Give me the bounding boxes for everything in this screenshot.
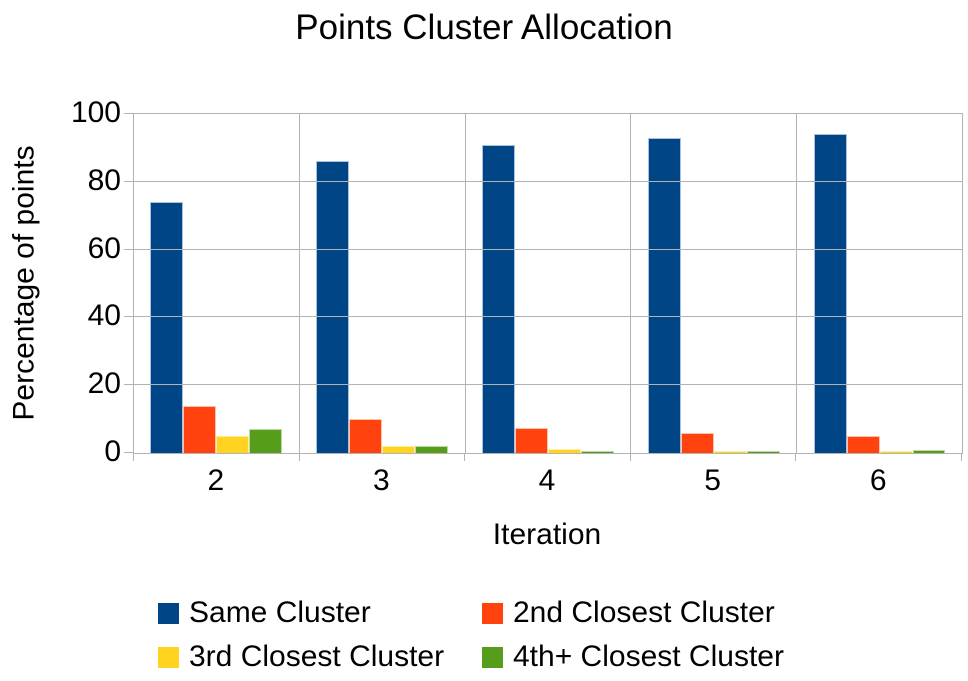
bar-group-5 [631,114,798,453]
bar-3rd-closest-cluster-iter-6 [879,451,913,453]
bar-same-cluster-iter-2 [150,202,184,453]
legend-label-3rd-closest-cluster: 3rd Closest Cluster [189,640,445,673]
y-tick-mark-20 [124,384,133,385]
y-tick-label-20: 20 [87,367,121,401]
x-tick-mark-0 [133,453,134,461]
bar-4th-closest-cluster-iter-4 [580,450,614,453]
bar-2nd-closest-cluster-iter-2 [183,405,217,453]
x-tick-mark-1 [299,453,300,461]
bar-same-cluster-iter-5 [647,137,681,453]
bar-3rd-closest-cluster-iter-5 [713,450,747,453]
bar-same-cluster-iter-3 [316,161,350,453]
x-tick-label-5: 5 [704,464,721,497]
y-tick-mark-60 [124,249,133,250]
y-tick-mark-0 [124,452,133,453]
bar-same-cluster-iter-6 [813,134,847,453]
y-tick-mark-100 [124,113,133,114]
legend-swatch-same-cluster [158,602,179,624]
legend-label-2nd-closest-cluster: 2nd Closest Cluster [513,596,775,629]
y-tick-mark-40 [124,316,133,317]
x-tick-label-3: 3 [373,464,390,497]
gridline-y-20 [134,384,962,386]
bar-group-3 [300,114,466,453]
x-tick-mark-5 [961,453,962,461]
chart-title: Points Cluster Allocation [295,8,673,47]
bar-2nd-closest-cluster-iter-3 [349,419,383,453]
legend-swatch-3rd-closest-cluster [158,646,179,668]
bar-2nd-closest-cluster-iter-6 [846,436,880,453]
bar-group-2 [134,114,300,453]
x-tick-mark-2 [464,453,465,461]
bar-4th-closest-cluster-iter-6 [912,450,946,453]
bar-3rd-closest-cluster-iter-4 [547,448,581,453]
gridline-y-60 [134,248,962,250]
legend-swatch-4th-closest-cluster [482,646,503,668]
y-tick-mark-80 [124,181,133,182]
legend: Same Cluster 2nd Closest Cluster 3rd Close… [158,596,784,674]
legend-item-2nd-closest-cluster: 2nd Closest Cluster [482,596,784,630]
bar-group-4 [466,114,632,453]
y-tick-label-80: 80 [87,163,121,197]
bar-group-6 [797,114,962,453]
x-tick-label-2: 2 [207,464,225,497]
legend-item-same-cluster: Same Cluster [158,596,482,630]
x-axis-title: Iteration [492,518,602,551]
bar-4th-closest-cluster-iter-5 [746,450,780,453]
y-tick-label-60: 60 [87,231,121,265]
bar-groups-row [134,114,962,453]
y-tick-label-40: 40 [87,299,121,333]
y-tick-label-100: 100 [70,96,121,129]
bar-2nd-closest-cluster-iter-4 [515,427,548,453]
bar-2nd-closest-cluster-iter-5 [680,432,714,453]
x-tick-label-4: 4 [538,464,556,497]
y-tick-label-0: 0 [104,435,121,468]
legend-label-same-cluster: Same Cluster [189,596,371,629]
bar-4th-closest-cluster-iter-3 [415,446,449,453]
plot-area [133,113,963,454]
bar-4th-closest-cluster-iter-2 [249,429,283,453]
legend-swatch-2nd-closest-cluster [482,602,503,624]
x-tick-mark-3 [630,453,631,461]
bar-3rd-closest-cluster-iter-2 [216,436,250,453]
gridline-y-80 [134,180,962,182]
legend-label-4th-closest-cluster: 4th+ Closest Cluster [513,640,784,673]
gridline-y-40 [134,316,962,318]
legend-item-4th-closest-cluster: 4th+ Closest Cluster [482,640,784,674]
legend-item-3rd-closest-cluster: 3rd Closest Cluster [158,640,482,674]
bar-same-cluster-iter-4 [482,144,516,453]
x-tick-mark-4 [795,453,796,461]
x-tick-label-6: 6 [869,464,887,497]
y-axis-title: Percentage of points [2,113,48,452]
bar-3rd-closest-cluster-iter-3 [382,446,416,453]
